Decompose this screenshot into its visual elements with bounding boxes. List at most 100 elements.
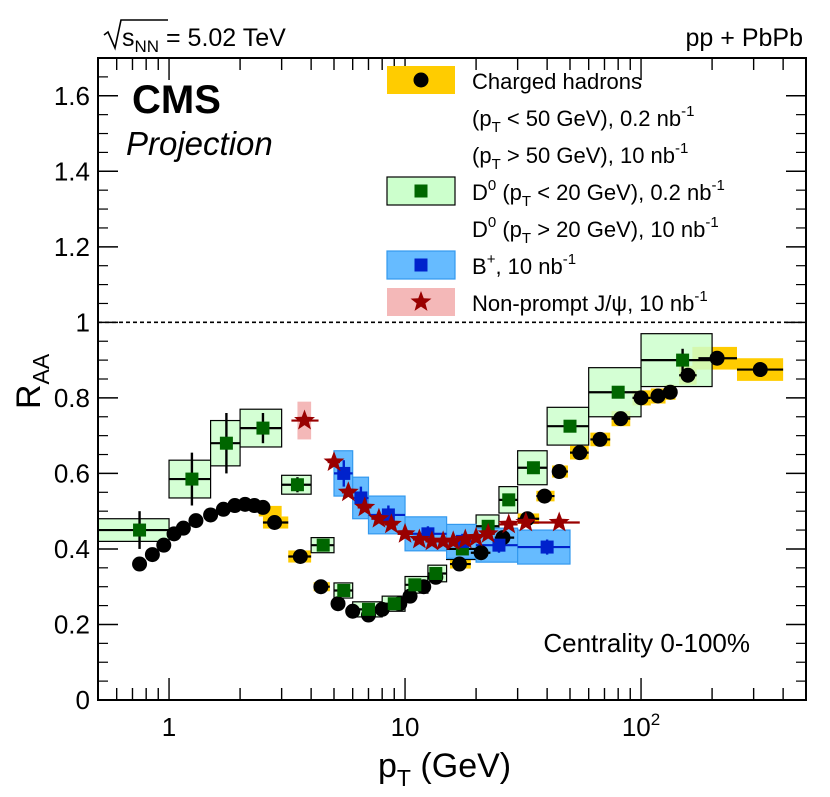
legend-text-segment: -1 xyxy=(705,214,718,231)
bplus-point xyxy=(492,538,506,552)
charged-point xyxy=(402,588,418,604)
d0-point xyxy=(611,385,625,399)
legend-text-segment: -1 xyxy=(563,251,576,268)
legend-text-segment: > 50 GeV), 10 nb xyxy=(501,143,675,168)
charged-point xyxy=(613,411,629,427)
x-tick-base: 1 xyxy=(162,712,176,742)
legend-text-segment: + xyxy=(487,251,496,268)
jpsi-point xyxy=(477,522,499,543)
d0-point xyxy=(387,597,401,611)
charged-point xyxy=(680,367,696,383)
jpsi-point xyxy=(323,451,345,471)
legend-jpsi-text: Non-prompt J/ψ, 10 nb-1 xyxy=(472,288,708,316)
d0-point xyxy=(256,421,270,435)
jpsi-point xyxy=(421,530,443,551)
jpsi-point xyxy=(294,409,315,430)
charged-point xyxy=(650,388,666,404)
jpsi-point xyxy=(394,522,416,543)
jpsi-point xyxy=(337,481,359,502)
legend-text-segment: -1 xyxy=(694,288,707,305)
legend-text-segment: (p xyxy=(472,106,492,131)
charged-point xyxy=(633,390,649,406)
charged-point xyxy=(313,579,329,595)
legend-text-segment: -1 xyxy=(675,140,688,157)
y-tick-label: 1 xyxy=(76,307,90,337)
centrality-label: Centrality 0-100% xyxy=(543,628,750,658)
charged-point xyxy=(662,384,678,400)
jpsi-point xyxy=(408,528,430,549)
x-tick-exponent: 2 xyxy=(651,710,660,729)
y-tick-label: 0.4 xyxy=(54,534,90,564)
d0-point xyxy=(316,538,330,552)
x-tick-label: 102 xyxy=(622,710,660,742)
legend-text-segment: < 20 GeV), 0.2 nb xyxy=(531,180,711,205)
d0-point xyxy=(502,493,516,507)
legend-bplus-text: B+, 10 nb-1 xyxy=(472,251,576,279)
legend-d0-text: D0 (pT < 20 GeV), 0.2 nb-1 xyxy=(472,177,725,210)
legend-text-segment: -1 xyxy=(712,177,725,194)
jpsi-point xyxy=(432,530,454,551)
sqrt-symbol xyxy=(103,19,168,51)
y-tick-label: 0.8 xyxy=(54,383,90,413)
charged-point xyxy=(374,601,390,617)
x-axis-title: pT (GeV) xyxy=(378,747,511,791)
d0-point xyxy=(429,566,443,580)
charged-point xyxy=(345,603,361,619)
bplus-point xyxy=(337,466,351,480)
legend-charged-text: Charged hadrons xyxy=(472,69,642,94)
charged-point xyxy=(255,499,271,515)
legend-charged-text: (pT > 50 GeV), 10 nb-1 xyxy=(472,140,688,173)
legend-text-segment: Non-prompt J/ψ, 10 nb xyxy=(472,291,694,316)
legend: Charged hadrons(pT < 50 GeV), 0.2 nb-1(p… xyxy=(386,66,725,316)
energy-label: sNN = 5.02 TeV xyxy=(103,19,286,56)
d0-point xyxy=(361,602,375,616)
x-tick-base: 10 xyxy=(391,712,420,742)
legend-text-segment: T xyxy=(492,156,501,173)
experiment-logo: CMS xyxy=(132,78,221,122)
d0-point xyxy=(185,472,199,486)
legend-text-segment: T xyxy=(522,193,531,210)
x-axis-title-unit: (GeV) xyxy=(411,747,511,785)
d0-point xyxy=(337,583,351,597)
charged-point xyxy=(215,501,231,517)
energy-value: = 5.02 TeV xyxy=(159,24,286,52)
x-tick-label: 1 xyxy=(162,712,176,742)
y-tick-label: 1.4 xyxy=(54,156,90,186)
y-tick-label: 0 xyxy=(76,685,90,715)
legend-text-segment: < 50 GeV), 0.2 nb xyxy=(501,106,681,131)
charged-point xyxy=(451,556,467,572)
jpsi-point xyxy=(515,511,537,532)
charged-point xyxy=(592,431,608,447)
bplus-point xyxy=(540,540,554,554)
jpsi-point xyxy=(498,513,520,534)
collision-system: pp + PbPb xyxy=(686,24,803,52)
legend-d0-marker xyxy=(414,184,428,198)
legend-jpsi-marker xyxy=(410,291,432,311)
svg-text:sNN = 5.02 TeV: sNN = 5.02 TeV xyxy=(122,24,286,56)
legend-text-segment: Charged hadrons xyxy=(472,69,642,94)
charged-point xyxy=(292,548,308,564)
legend-text-segment: (p xyxy=(496,217,522,242)
jpsi-point xyxy=(454,528,476,549)
charged-point xyxy=(709,350,725,366)
legend-text-segment: B xyxy=(472,254,487,279)
d0-point xyxy=(133,523,147,537)
y-axis-title-sub: AA xyxy=(28,353,54,384)
legend-text-segment: , 10 nb xyxy=(495,254,562,279)
d0-point xyxy=(408,578,422,592)
charged-point xyxy=(132,556,148,572)
legend-charged-text: (pT < 50 GeV), 0.2 nb-1 xyxy=(472,103,694,136)
charged-point xyxy=(572,445,588,461)
d0-point xyxy=(563,419,577,433)
legend-text-segment: 0 xyxy=(488,177,496,194)
y-tick-label: 0.6 xyxy=(54,458,90,488)
energy-symbol: s xyxy=(122,24,135,52)
charged-syst-box xyxy=(258,505,282,517)
legend-text-segment: T xyxy=(492,119,501,136)
jpsi-point xyxy=(354,496,376,517)
jpsi-point xyxy=(380,513,402,534)
jpsi-point xyxy=(465,526,487,547)
charged-point xyxy=(551,464,567,480)
x-axis-title-main: p xyxy=(378,747,397,785)
